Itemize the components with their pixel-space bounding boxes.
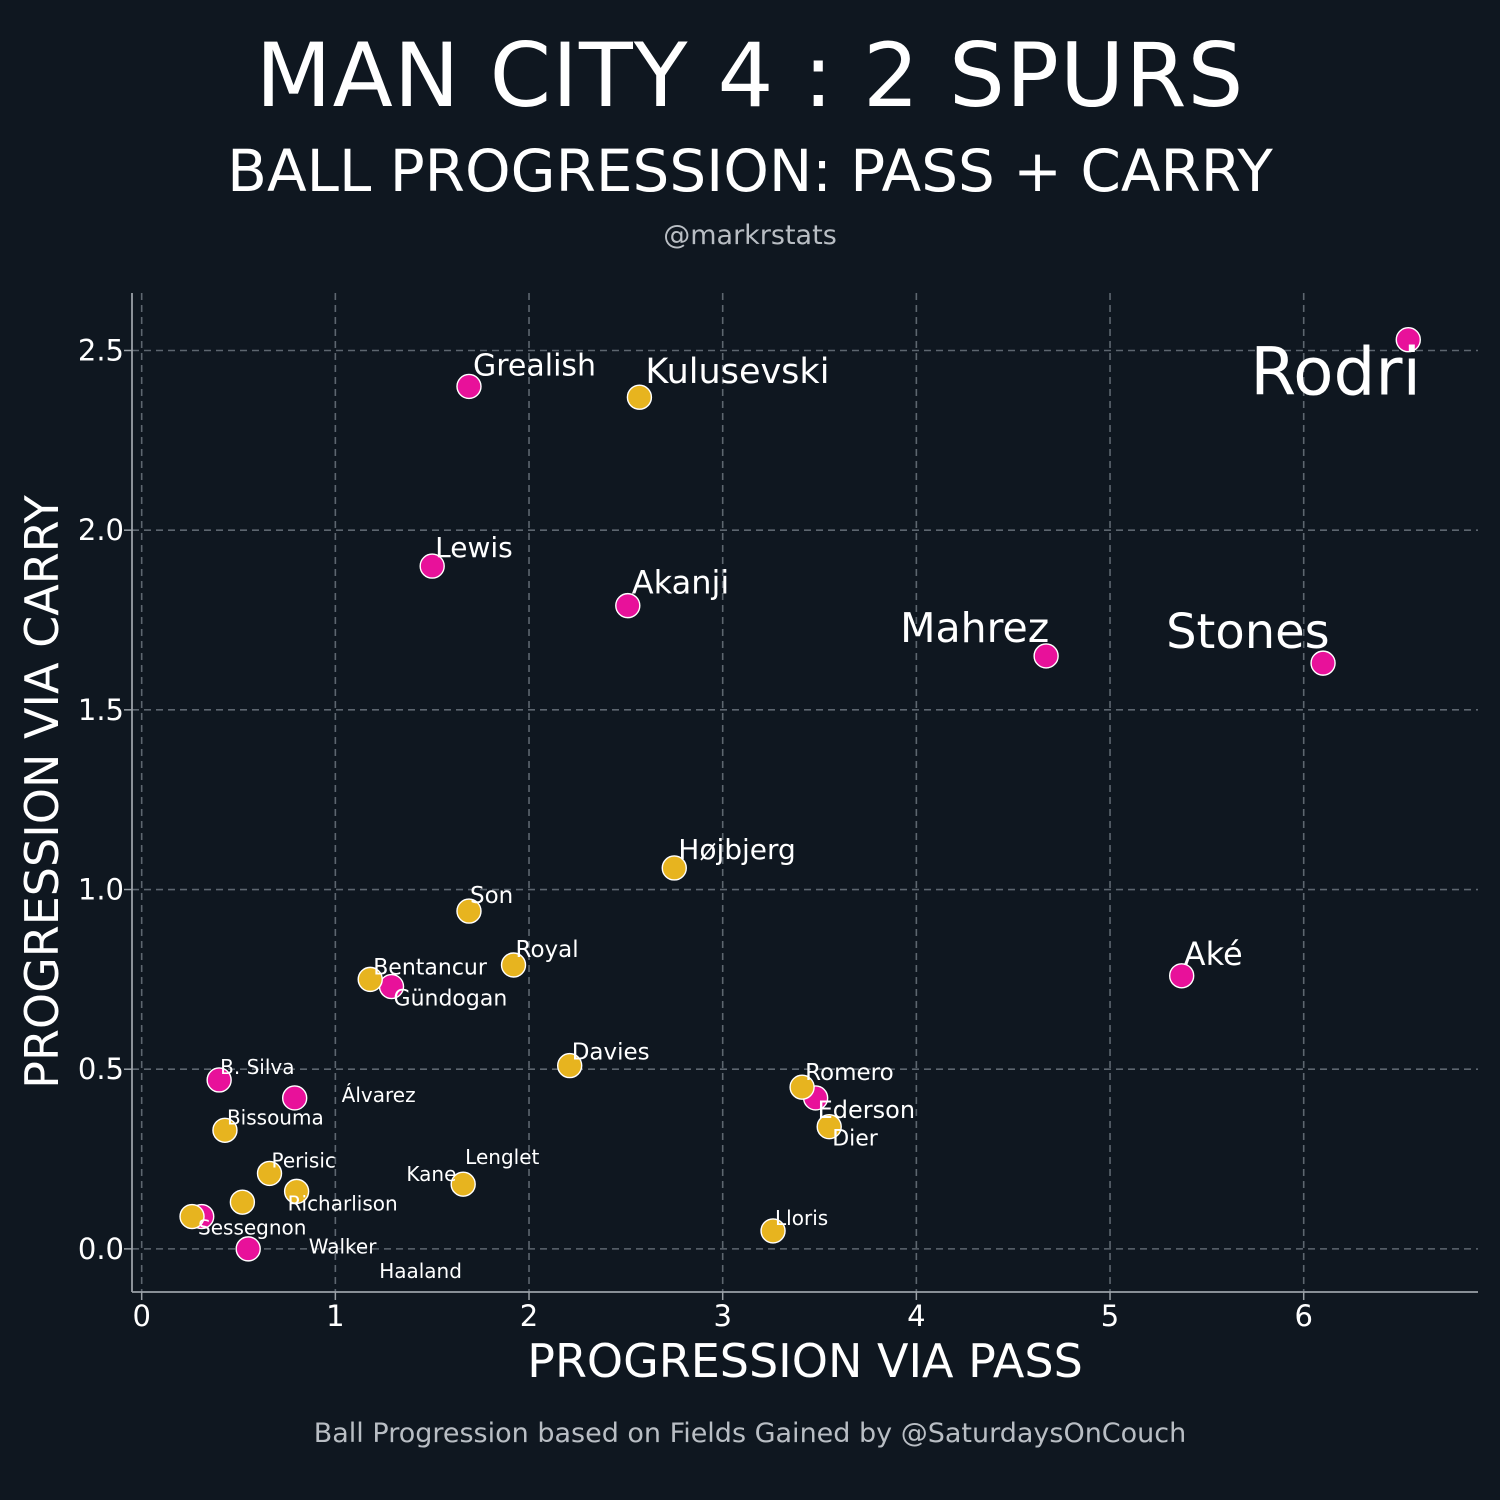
point-label: Kulusevski bbox=[645, 352, 829, 392]
x-tick-label: 1 bbox=[326, 1299, 344, 1333]
x-axis-label: PROGRESSION VIA PASS bbox=[527, 1334, 1083, 1388]
point-label: Walker bbox=[309, 1235, 377, 1259]
scatter-point-man_city bbox=[1168, 963, 1195, 989]
scatter-point-man_city bbox=[1033, 643, 1059, 669]
scatter-point-spurs bbox=[357, 966, 383, 993]
point-label: Son bbox=[470, 883, 513, 909]
y-axis-label: PROGRESSION VIA CARRY bbox=[15, 494, 69, 1088]
x-tick-label: 4 bbox=[907, 1299, 925, 1333]
point-label: Richarlison bbox=[288, 1191, 398, 1215]
point-label: Grealish bbox=[473, 348, 596, 383]
scatter-point-spurs bbox=[500, 952, 527, 978]
scatter-point-spurs bbox=[661, 855, 687, 881]
scatter-point-spurs bbox=[556, 1052, 583, 1079]
scatter-point-spurs bbox=[816, 1113, 842, 1140]
chart-subtitle: BALL PROGRESSION: PASS + CARRY bbox=[227, 137, 1273, 205]
data-points bbox=[179, 327, 1421, 1262]
point-label: Haaland bbox=[379, 1259, 462, 1283]
axes bbox=[124, 293, 1478, 1300]
footer-note: Ball Progression based on Fields Gained … bbox=[313, 1418, 1187, 1449]
chart-title: MAN CITY 4 : 2 SPURS bbox=[255, 24, 1245, 127]
scatter-point-spurs bbox=[760, 1218, 786, 1244]
point-label: Perisic bbox=[272, 1148, 336, 1172]
byline: @markrstats bbox=[663, 220, 837, 251]
point-label: B. Silva bbox=[220, 1055, 294, 1079]
y-tick-label: 0.5 bbox=[78, 1052, 124, 1086]
point-label: Mahrez bbox=[900, 604, 1049, 652]
scatter-point-spurs bbox=[626, 384, 653, 410]
point-label: Kane bbox=[406, 1162, 456, 1186]
x-tick-label: 6 bbox=[1294, 1299, 1312, 1333]
y-tick-label: 0.0 bbox=[78, 1232, 124, 1266]
x-tick-label: 0 bbox=[132, 1299, 150, 1333]
scatter-point-spurs bbox=[789, 1074, 815, 1100]
point-label: Rodri bbox=[1250, 334, 1421, 411]
scatter-point-spurs bbox=[229, 1189, 256, 1215]
point-label: Álvarez bbox=[342, 1083, 416, 1107]
point-label: Bentancur bbox=[373, 955, 488, 980]
scatter-point-spurs bbox=[450, 1171, 476, 1197]
point-label: Stones bbox=[1166, 604, 1330, 660]
scatter-point-spurs bbox=[283, 1178, 310, 1205]
scatter-point-spurs bbox=[212, 1117, 238, 1143]
point-labels: Rodri Grealish Lewis Akanji Mahrez Stones Aké G… bbox=[198, 334, 1421, 1283]
point-label: Davies bbox=[572, 1040, 650, 1066]
scatter-point-man_city bbox=[235, 1236, 261, 1262]
scatter-point-man_city bbox=[1395, 327, 1421, 353]
scatter-point-man_city bbox=[615, 592, 641, 619]
scatter-point-man_city bbox=[1310, 650, 1336, 676]
y-tick-label: 2.0 bbox=[78, 513, 124, 547]
point-label: Sessegnon bbox=[198, 1216, 306, 1240]
scatter-point-man_city bbox=[281, 1085, 308, 1111]
x-tick-label: 3 bbox=[713, 1299, 731, 1333]
point-label: Lewis bbox=[435, 531, 513, 564]
scatter-point-man_city bbox=[206, 1067, 232, 1093]
y-tick-label: 1.0 bbox=[78, 873, 124, 907]
point-label: Bissouma bbox=[227, 1105, 324, 1129]
y-tick-label: 2.5 bbox=[78, 333, 124, 367]
y-tick-label: 1.5 bbox=[78, 693, 124, 727]
point-label: Lloris bbox=[775, 1206, 828, 1230]
point-label: Akanji bbox=[632, 564, 730, 602]
point-label: Dier bbox=[832, 1127, 879, 1152]
point-label: Gündogan bbox=[394, 987, 508, 1012]
x-tick-label: 2 bbox=[520, 1299, 538, 1333]
scatter-point-man_city bbox=[419, 553, 445, 579]
scatter-point-man_city bbox=[456, 373, 482, 400]
scatter-point-spurs bbox=[179, 1203, 205, 1230]
point-label: Royal bbox=[516, 937, 579, 963]
grid-lines bbox=[132, 293, 1478, 1292]
point-label: Romero bbox=[805, 1060, 894, 1086]
scatter-point-spurs bbox=[456, 898, 482, 924]
x-tick-label: 5 bbox=[1101, 1299, 1119, 1333]
point-label: Lenglet bbox=[465, 1145, 539, 1169]
point-label: Højbjerg bbox=[678, 833, 796, 866]
point-label: Ederson bbox=[818, 1096, 915, 1124]
scatter-point-spurs bbox=[256, 1160, 283, 1187]
tick-labels: 0 1 2 3 4 5 6 0.0 0.5 1.0 1.5 2.0 2.5 bbox=[78, 333, 1313, 1333]
point-label: Aké bbox=[1184, 935, 1243, 973]
